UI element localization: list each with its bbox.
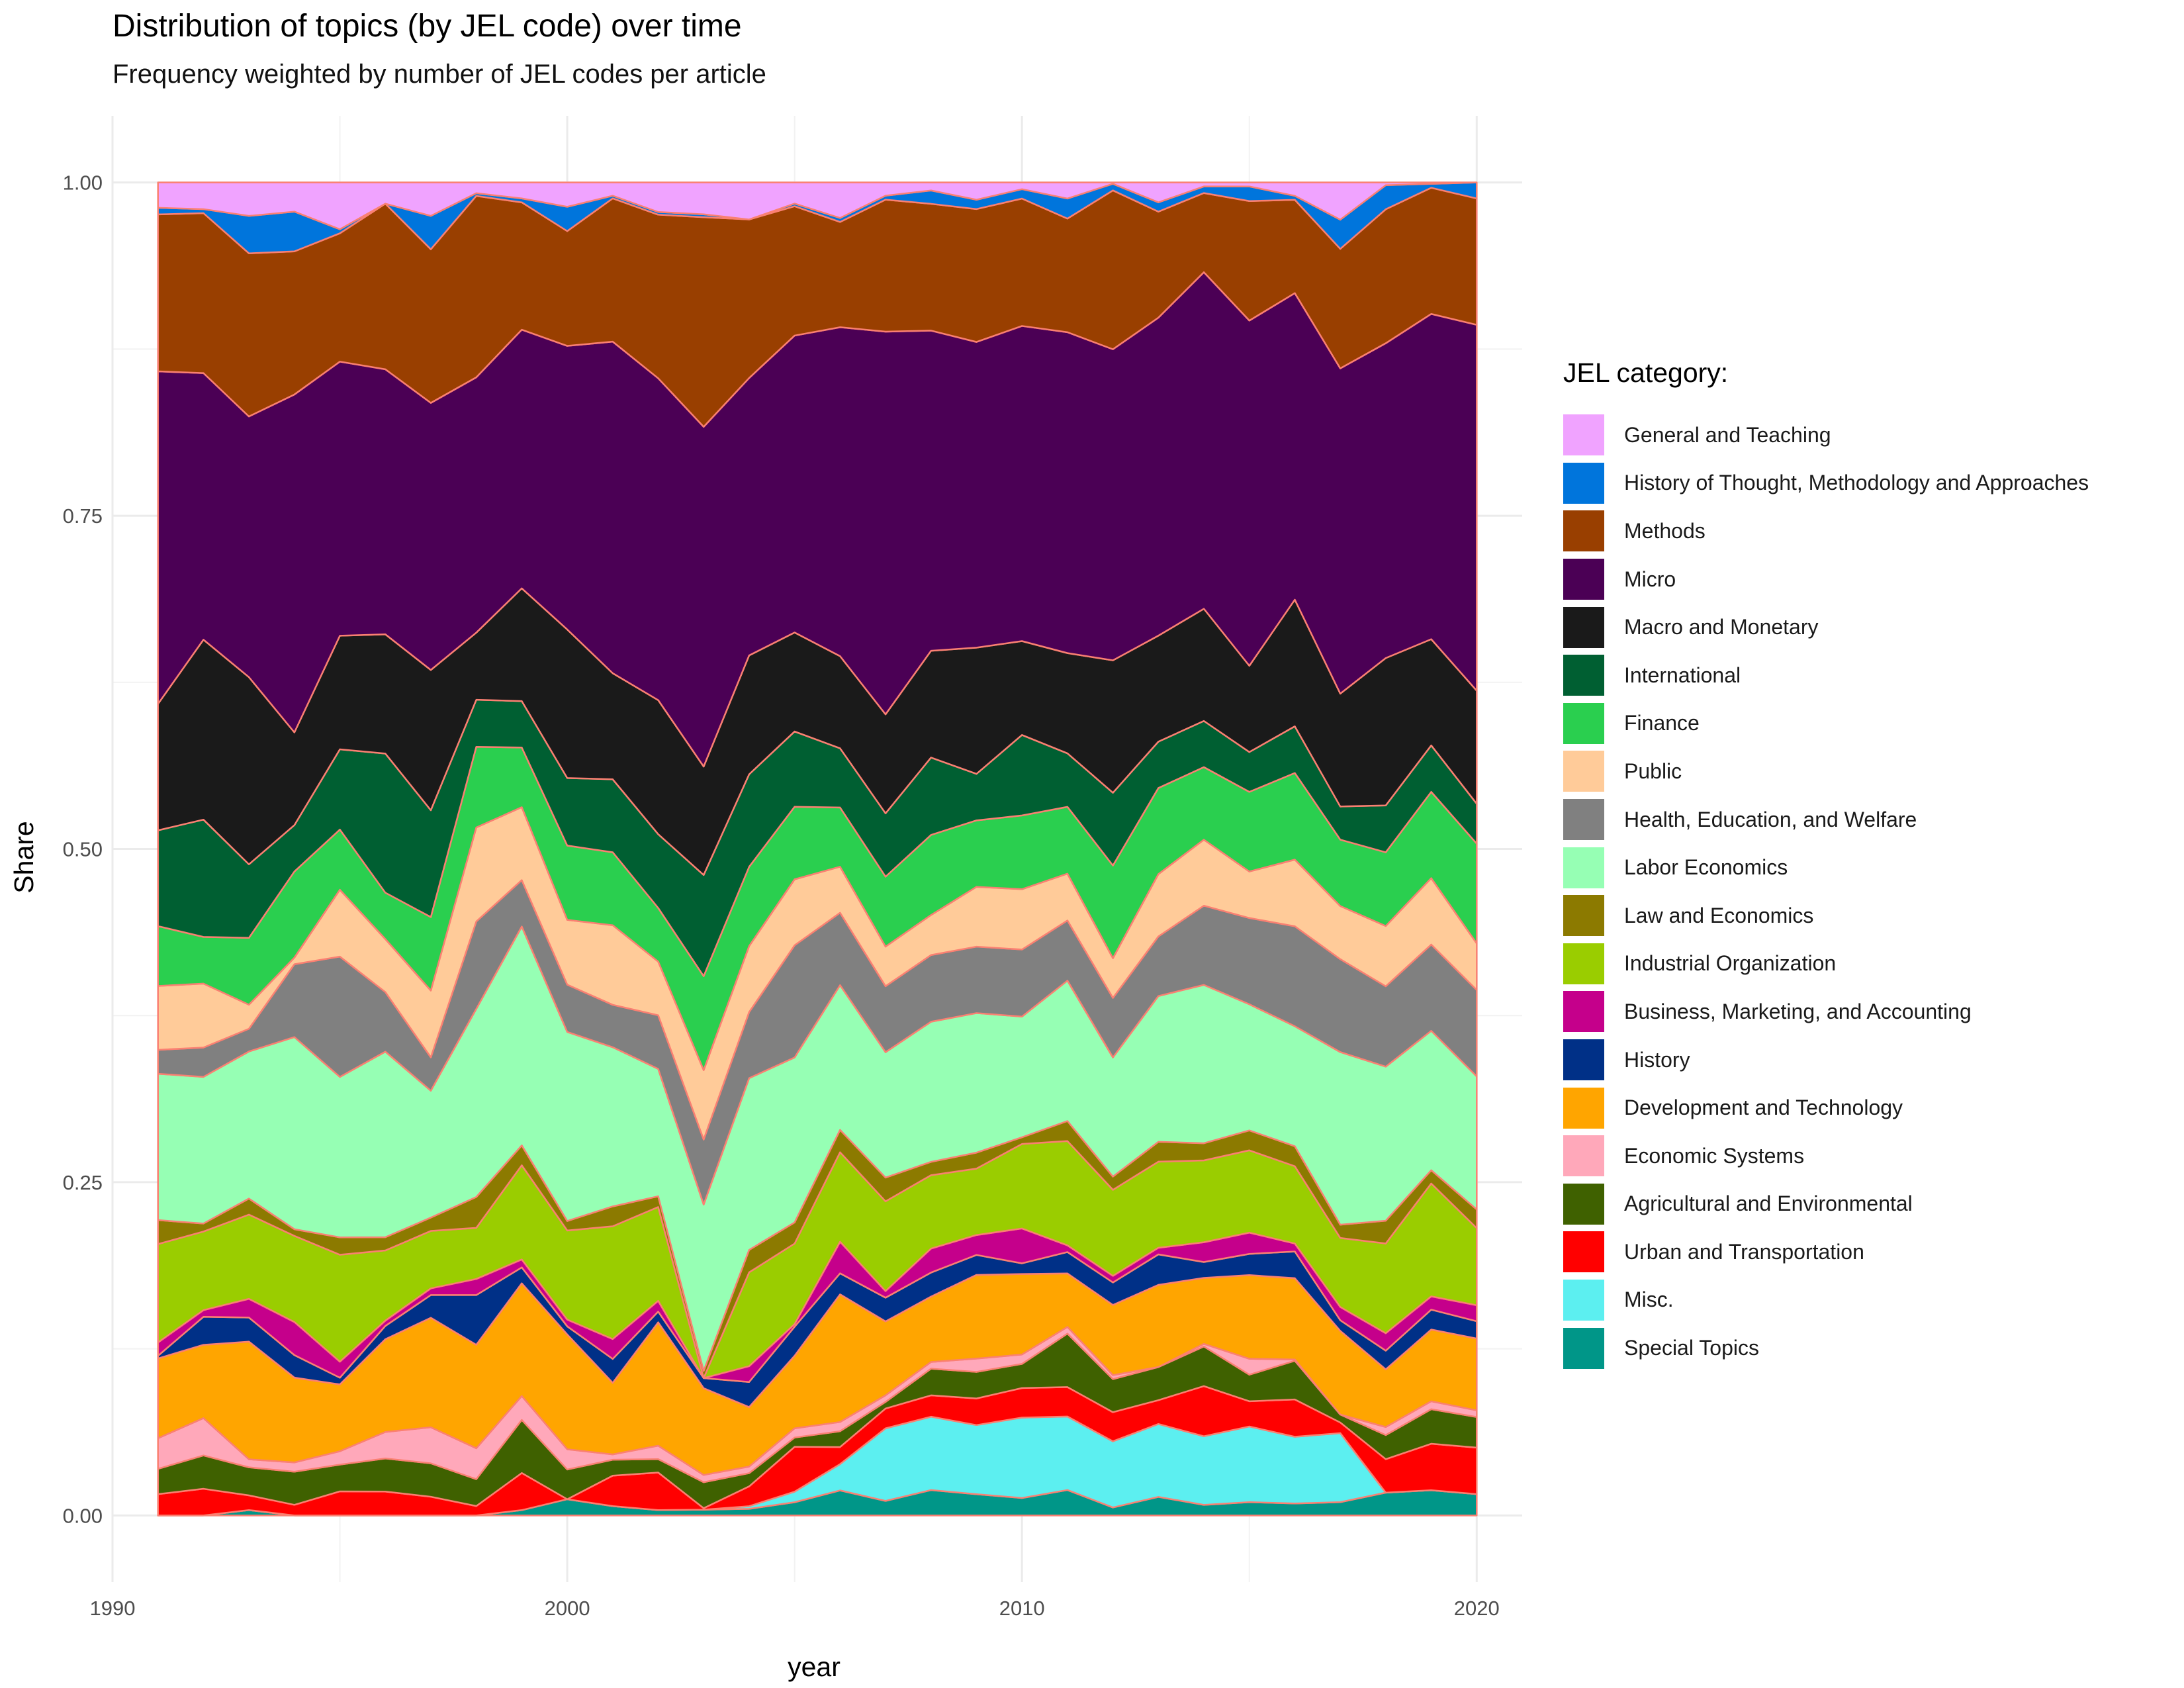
legend-item: Industrial Organization bbox=[1563, 940, 2089, 988]
legend-key bbox=[1563, 510, 1604, 552]
y-tick-label: 1.00 bbox=[63, 171, 103, 195]
x-tick-label: 2010 bbox=[999, 1597, 1045, 1620]
legend: JEL category: General and Teaching Histor… bbox=[1563, 357, 2089, 1372]
legend-key bbox=[1563, 1327, 1604, 1369]
legend-key bbox=[1563, 1087, 1604, 1129]
legend-label: Labor Economics bbox=[1624, 855, 1788, 880]
legend-item: Business, Marketing, and Accounting bbox=[1563, 988, 2089, 1036]
legend-key bbox=[1563, 1231, 1604, 1273]
legend-item: Special Topics bbox=[1563, 1324, 2089, 1372]
legend-item: Urban and Transportation bbox=[1563, 1228, 2089, 1276]
legend-item: Micro bbox=[1563, 555, 2089, 604]
legend-title: JEL category: bbox=[1563, 357, 1729, 388]
x-axis-title: year bbox=[788, 1652, 841, 1682]
legend-items: General and Teaching History of Thought, … bbox=[1563, 411, 2089, 1372]
legend-label: Finance bbox=[1624, 711, 1700, 735]
y-tick-label: 0.75 bbox=[63, 504, 103, 528]
legend-item: Methods bbox=[1563, 507, 2089, 555]
legend-label: Economic Systems bbox=[1624, 1143, 1805, 1168]
legend-label: Agricultural and Environmental bbox=[1624, 1192, 1913, 1216]
legend-item: History bbox=[1563, 1036, 2089, 1084]
legend-key bbox=[1563, 655, 1604, 696]
legend-item: Health, Education, and Welfare bbox=[1563, 796, 2089, 844]
legend-key bbox=[1563, 847, 1604, 888]
legend-label: Special Topics bbox=[1624, 1336, 1759, 1360]
legend-item: Finance bbox=[1563, 700, 2089, 748]
legend-key bbox=[1563, 1039, 1604, 1081]
legend-key bbox=[1563, 702, 1604, 744]
x-tick-label: 2000 bbox=[545, 1597, 590, 1620]
chart-title: Distribution of topics (by JEL code) ove… bbox=[113, 9, 742, 44]
legend-key bbox=[1563, 1135, 1604, 1177]
legend-item: Public bbox=[1563, 747, 2089, 796]
legend-label: Micro bbox=[1624, 567, 1676, 591]
legend-label: History bbox=[1624, 1047, 1690, 1072]
axis-ticks: 1990 2000 2010 2020 0.00 0.25 0.50 0.75 1.00 bbox=[63, 171, 1500, 1620]
legend-label: International bbox=[1624, 663, 1741, 687]
legend-key bbox=[1563, 991, 1604, 1033]
legend-label: Methods bbox=[1624, 518, 1706, 543]
legend-label: Law and Economics bbox=[1624, 903, 1814, 927]
stacked-areas bbox=[157, 181, 1478, 1517]
y-tick-label: 0.50 bbox=[63, 838, 103, 861]
legend-key bbox=[1563, 895, 1604, 937]
legend-label: Industrial Organization bbox=[1624, 951, 1837, 976]
legend-label: Public bbox=[1624, 759, 1682, 783]
legend-key bbox=[1563, 751, 1604, 792]
legend-label: Misc. bbox=[1624, 1288, 1674, 1312]
legend-item: Development and Technology bbox=[1563, 1084, 2089, 1132]
legend-item: Agricultural and Environmental bbox=[1563, 1180, 2089, 1229]
legend-item: General and Teaching bbox=[1563, 411, 2089, 459]
x-tick-label: 1990 bbox=[90, 1597, 136, 1620]
legend-label: Business, Marketing, and Accounting bbox=[1624, 999, 1972, 1023]
legend-key bbox=[1563, 559, 1604, 600]
legend-key bbox=[1563, 799, 1604, 841]
y-axis-title: Share bbox=[9, 821, 39, 893]
x-tick-label: 2020 bbox=[1454, 1597, 1500, 1620]
legend-label: Development and Technology bbox=[1624, 1096, 1903, 1120]
y-tick-label: 0.00 bbox=[63, 1504, 103, 1527]
legend-label: General and Teaching bbox=[1624, 422, 1831, 447]
legend-item: Law and Economics bbox=[1563, 892, 2089, 940]
y-tick-label: 0.25 bbox=[63, 1171, 103, 1194]
legend-item: Economic Systems bbox=[1563, 1132, 2089, 1180]
legend-key bbox=[1563, 1183, 1604, 1225]
legend-key bbox=[1563, 606, 1604, 648]
legend-item: Misc. bbox=[1563, 1276, 2089, 1325]
area-general-and-teaching bbox=[157, 181, 1478, 230]
legend-item: International bbox=[1563, 651, 2089, 700]
chart-subtitle: Frequency weighted by number of JEL code… bbox=[113, 60, 766, 89]
legend-label: Urban and Transportation bbox=[1624, 1239, 1864, 1264]
legend-item: Macro and Monetary bbox=[1563, 603, 2089, 651]
legend-label: Macro and Monetary bbox=[1624, 615, 1819, 639]
legend-key bbox=[1563, 462, 1604, 504]
legend-key bbox=[1563, 1279, 1604, 1321]
legend-label: Health, Education, and Welfare bbox=[1624, 807, 1917, 831]
legend-item: Labor Economics bbox=[1563, 843, 2089, 892]
legend-key bbox=[1563, 414, 1604, 456]
legend-item: History of Thought, Methodology and Appr… bbox=[1563, 459, 2089, 508]
legend-key bbox=[1563, 943, 1604, 984]
legend-label: History of Thought, Methodology and Appr… bbox=[1624, 471, 2089, 495]
